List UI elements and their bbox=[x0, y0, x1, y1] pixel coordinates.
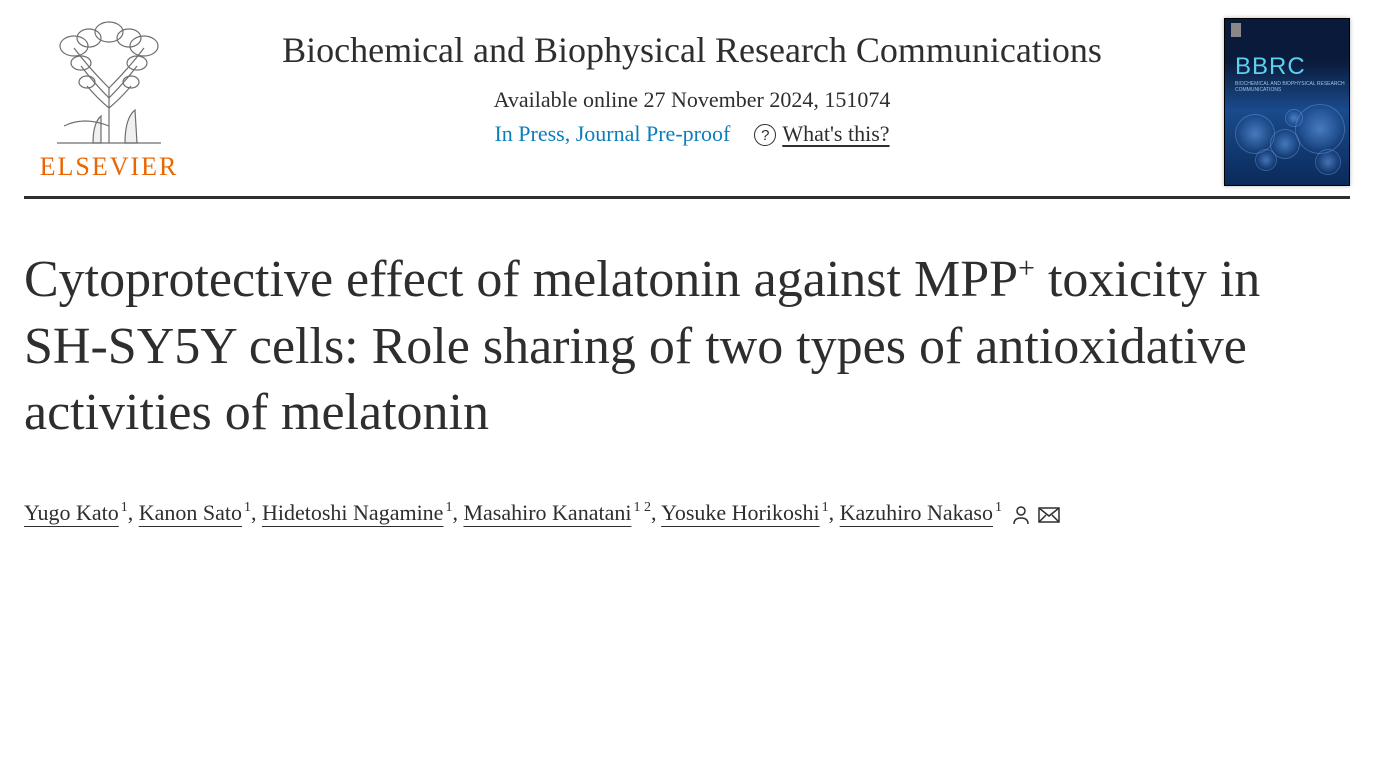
author-link[interactable]: Hidetoshi Nagamine bbox=[262, 500, 443, 525]
title-sup: + bbox=[1018, 252, 1035, 285]
publisher-block[interactable]: ELSEVIER bbox=[24, 18, 194, 182]
envelope-icon[interactable] bbox=[1038, 507, 1060, 523]
author-affiliation: 1 bbox=[121, 500, 128, 515]
authors-list: Yugo Kato1, Kanon Sato1, Hidetoshi Nagam… bbox=[24, 491, 1350, 535]
person-icon[interactable] bbox=[1012, 505, 1030, 525]
author-link[interactable]: Yosuke Horikoshi bbox=[661, 500, 820, 525]
journal-name-link[interactable]: Biochemical and Biophysical Research Com… bbox=[214, 26, 1170, 75]
journal-cover-thumbnail: BBRC BIOCHEMICAL AND BIOPHYSICAL RESEARC… bbox=[1224, 18, 1350, 186]
whats-this-label: What's this? bbox=[782, 121, 889, 146]
author-affiliation: 1 bbox=[445, 500, 452, 515]
whats-this-link[interactable]: ? What's this? bbox=[754, 121, 889, 148]
cover-acronym: BBRC bbox=[1235, 53, 1306, 81]
author-link[interactable]: Masahiro Kanatani bbox=[463, 500, 631, 525]
availability-text: Available online 27 November 2024, 15107… bbox=[214, 87, 1170, 113]
author-affiliation: 1 bbox=[995, 500, 1002, 515]
in-press-status-link[interactable]: In Press, Journal Pre-proof bbox=[494, 121, 730, 147]
author-link[interactable]: Kanon Sato bbox=[139, 500, 242, 525]
author-affiliation: 1 bbox=[822, 500, 829, 515]
publisher-name: ELSEVIER bbox=[40, 152, 179, 182]
cover-subtitle: BIOCHEMICAL AND BIOPHYSICAL RESEARCH COM… bbox=[1235, 81, 1349, 93]
author-link[interactable]: Yugo Kato bbox=[24, 500, 119, 525]
article-title: Cytoprotective effect of melatonin again… bbox=[24, 247, 1350, 447]
help-icon: ? bbox=[754, 124, 776, 146]
journal-cover-link[interactable]: BBRC BIOCHEMICAL AND BIOPHYSICAL RESEARC… bbox=[1190, 18, 1350, 186]
article-header: ELSEVIER Biochemical and Biophysical Res… bbox=[24, 18, 1350, 199]
title-prefix: Cytoprotective effect of melatonin again… bbox=[24, 251, 1018, 308]
author-affiliation: 1 bbox=[244, 500, 251, 515]
status-row: In Press, Journal Pre-proof ? What's this… bbox=[214, 121, 1170, 148]
author-link[interactable]: Kazuhiro Nakaso bbox=[840, 500, 993, 525]
journal-meta: Biochemical and Biophysical Research Com… bbox=[194, 18, 1190, 151]
author-affiliation: 1 2 bbox=[633, 500, 651, 515]
elsevier-tree-logo-icon bbox=[39, 18, 179, 148]
